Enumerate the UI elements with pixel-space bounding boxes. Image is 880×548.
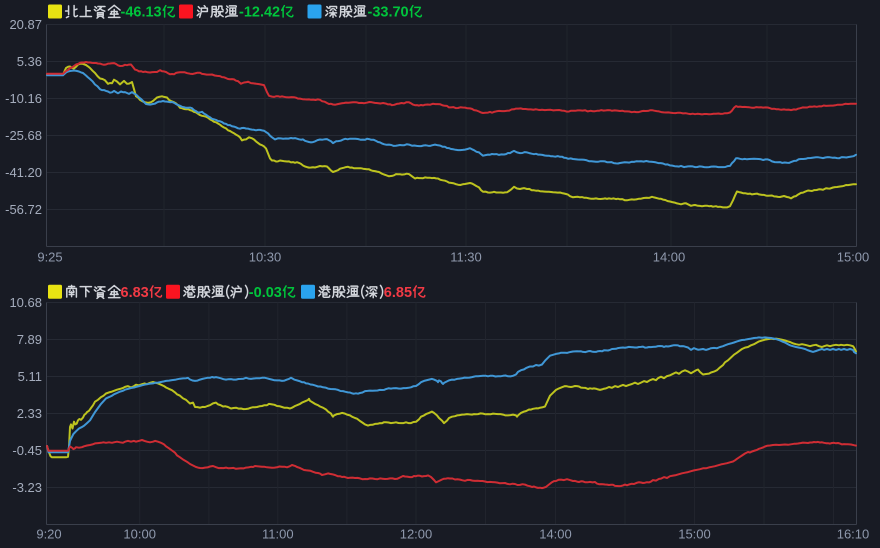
- svg-text:14:00: 14:00: [653, 250, 686, 265]
- svg-text:10:00: 10:00: [123, 527, 156, 542]
- svg-text:9:25: 9:25: [37, 250, 62, 265]
- svg-text:11:30: 11:30: [450, 250, 482, 265]
- svg-text:16:10: 16:10: [837, 527, 870, 542]
- svg-text:-33.70: -33.70: [368, 5, 409, 21]
- svg-text:6.85: 6.85: [384, 285, 412, 301]
- svg-text:12:00: 12:00: [400, 527, 433, 542]
- svg-text:-41.20: -41.20: [5, 165, 42, 180]
- svg-text:14:00: 14:00: [539, 527, 572, 542]
- svg-text:10.68: 10.68: [9, 295, 42, 310]
- svg-text:15:00: 15:00: [678, 527, 711, 542]
- svg-text:10:30: 10:30: [249, 250, 282, 265]
- svg-text:6.83: 6.83: [121, 285, 149, 301]
- svg-text:2.33: 2.33: [17, 406, 42, 421]
- svg-text:9:20: 9:20: [36, 527, 61, 542]
- svg-text:-25.68: -25.68: [5, 128, 42, 143]
- svg-text:7.89: 7.89: [17, 332, 42, 347]
- svg-text:5.36: 5.36: [17, 54, 42, 69]
- svg-text:-0.03: -0.03: [249, 285, 282, 301]
- svg-text:5.11: 5.11: [18, 369, 42, 384]
- svg-text:-10.16: -10.16: [5, 91, 42, 106]
- svg-text:-46.13: -46.13: [121, 5, 162, 21]
- svg-text:11:00: 11:00: [262, 527, 294, 542]
- svg-text:-56.72: -56.72: [5, 202, 42, 217]
- svg-text:-12.42: -12.42: [239, 5, 280, 21]
- svg-text:15:00: 15:00: [837, 250, 870, 265]
- svg-text:-0.45: -0.45: [12, 443, 42, 458]
- svg-text:-3.23: -3.23: [12, 480, 42, 495]
- svg-text:20.87: 20.87: [9, 17, 42, 32]
